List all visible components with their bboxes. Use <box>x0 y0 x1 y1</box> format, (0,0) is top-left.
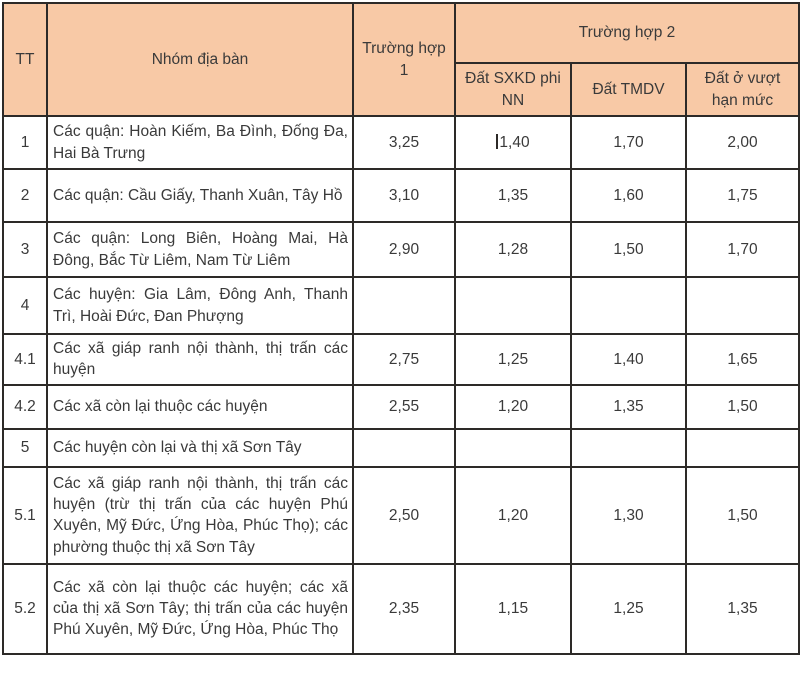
cell-case1: 2,90 <box>352 221 456 278</box>
cell-area: Các xã giáp ranh nội thành, thị trấn các… <box>46 333 354 386</box>
cell-tmdv: 1,35 <box>570 383 687 430</box>
cell-tmdv: 1,70 <box>570 115 687 170</box>
cell-vuot <box>684 276 800 335</box>
table-body: 1 Các quận: Hoàn Kiếm, Ba Đình, Đống Đa,… <box>2 115 800 655</box>
table-row: 5 Các huyện còn lại và thị xã Sơn Tây <box>2 427 800 468</box>
cell-tmdv: 1,25 <box>570 562 687 655</box>
cell-tt: 2 <box>2 168 48 223</box>
cell-sxkd <box>454 276 572 335</box>
cell-sxkd: 1,25 <box>454 333 572 386</box>
document-page: TT Nhóm địa bàn Trường hợp 1 Trường hợp … <box>2 2 800 655</box>
col-header-tmdv: Đất TMDV <box>570 62 687 117</box>
cell-tt: 1 <box>2 115 48 170</box>
cell-case1: 2,50 <box>352 465 456 565</box>
col-header-sxkd: Đất SXKD phi NN <box>454 62 572 117</box>
cell-sxkd: 1,20 <box>454 383 572 430</box>
cell-sxkd-value: 1,40 <box>499 133 530 151</box>
cell-vuot: 1,70 <box>684 221 800 278</box>
cell-sxkd: 1,40 <box>454 115 572 170</box>
table-row: 4.2 Các xã còn lại thuộc các huyện 2,55 … <box>2 383 800 430</box>
cell-tt: 5 <box>2 427 48 468</box>
cell-sxkd: 1,15 <box>454 562 572 655</box>
cell-area: Các xã giáp ranh nội thành, thị trấn các… <box>46 465 354 565</box>
cell-area: Các xã còn lại thuộc các huyện; các xã c… <box>46 562 354 655</box>
text-cursor <box>496 133 499 149</box>
cell-tmdv: 1,50 <box>570 221 687 278</box>
col-header-area: Nhóm địa bàn <box>46 2 354 117</box>
cell-sxkd: 1,28 <box>454 221 572 278</box>
cell-tt: 3 <box>2 221 48 278</box>
cell-case1: 2,55 <box>352 383 456 430</box>
cell-tmdv: 1,30 <box>570 465 687 565</box>
cell-case1: 2,35 <box>352 562 456 655</box>
col-header-case2: Trường hợp 2 <box>453 2 800 64</box>
table-row: 5.1 Các xã giáp ranh nội thành, thị trấn… <box>2 465 800 565</box>
cell-vuot: 2,00 <box>684 115 800 170</box>
cell-case1: 3,25 <box>352 115 456 170</box>
col-header-tt: TT <box>2 2 48 117</box>
cell-tmdv: 1,40 <box>570 333 687 386</box>
cell-tmdv <box>570 427 687 468</box>
table-row: 1 Các quận: Hoàn Kiếm, Ba Đình, Đống Đa,… <box>2 115 800 170</box>
cell-vuot: 1,75 <box>684 168 800 223</box>
cell-tmdv <box>570 276 687 335</box>
cell-vuot: 1,50 <box>684 383 800 430</box>
table-row: 4 Các huyện: Gia Lâm, Đông Anh, Thanh Tr… <box>2 276 800 335</box>
cell-area: Các huyện: Gia Lâm, Đông Anh, Thanh Trì,… <box>46 276 354 335</box>
table-row: 2 Các quận: Cầu Giấy, Thanh Xuân, Tây Hồ… <box>2 168 800 223</box>
cell-case1: 3,10 <box>352 168 456 223</box>
cell-vuot: 1,65 <box>684 333 800 386</box>
cell-case1: 2,75 <box>352 333 456 386</box>
cell-area: Các xã còn lại thuộc các huyện <box>46 383 354 430</box>
cell-case1 <box>352 427 456 468</box>
cell-vuot <box>684 427 800 468</box>
cell-sxkd: 1,35 <box>454 168 572 223</box>
land-price-coefficient-table: TT Nhóm địa bàn Trường hợp 1 Trường hợp … <box>2 2 800 655</box>
cell-vuot: 1,50 <box>684 465 800 565</box>
table-header: TT Nhóm địa bàn Trường hợp 1 Trường hợp … <box>2 2 800 117</box>
cell-area: Các quận: Hoàn Kiếm, Ba Đình, Đống Đa, H… <box>46 115 354 170</box>
table-row: 5.2 Các xã còn lại thuộc các huyện; các … <box>2 562 800 655</box>
cell-vuot: 1,35 <box>684 562 800 655</box>
col-header-case1: Trường hợp 1 <box>352 2 456 117</box>
cell-sxkd <box>454 427 572 468</box>
col-header-vuot: Đất ở vượt hạn mức <box>684 62 800 117</box>
cell-sxkd: 1,20 <box>454 465 572 565</box>
table-row: 4.1 Các xã giáp ranh nội thành, thị trấn… <box>2 333 800 386</box>
cell-tt: 4.1 <box>2 333 48 386</box>
cell-tt: 5.2 <box>2 562 48 655</box>
cell-tt: 4 <box>2 276 48 335</box>
cell-case1 <box>352 276 456 335</box>
cell-tt: 5.1 <box>2 465 48 565</box>
cell-area: Các quận: Cầu Giấy, Thanh Xuân, Tây Hồ <box>46 168 354 223</box>
table-row: 3 Các quận: Long Biên, Hoàng Mai, Hà Đôn… <box>2 221 800 278</box>
cell-area: Các quận: Long Biên, Hoàng Mai, Hà Đông,… <box>46 221 354 278</box>
cell-tt: 4.2 <box>2 383 48 430</box>
cell-area: Các huyện còn lại và thị xã Sơn Tây <box>46 427 354 468</box>
cell-tmdv: 1,60 <box>570 168 687 223</box>
